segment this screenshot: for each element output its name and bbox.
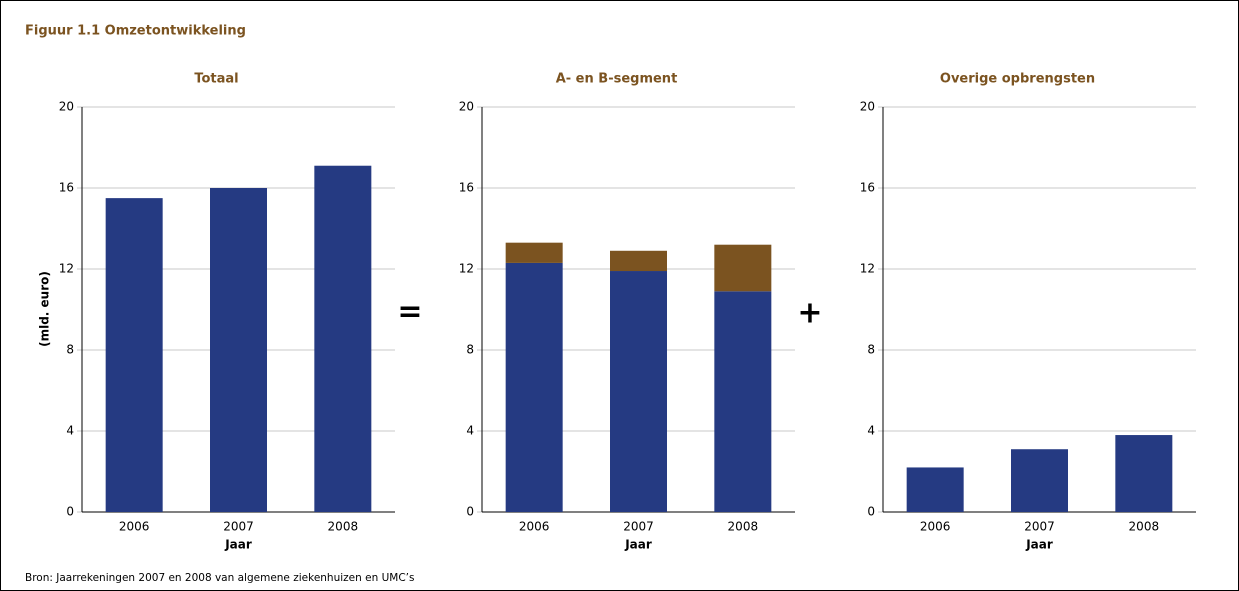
y-tick-label: 8	[466, 343, 474, 357]
bar	[105, 198, 163, 512]
bar-segment	[714, 244, 772, 292]
chart-title: Overige opbrengsten	[940, 72, 1095, 87]
x-tick-label: 2008	[328, 520, 359, 534]
y-tick-label: 12	[459, 262, 474, 276]
bar	[210, 188, 267, 512]
source-note: Bron: Jaarrekeningen 2007 en 2008 van al…	[25, 572, 414, 584]
operator: =	[397, 295, 422, 330]
y-tick-label: 8	[66, 343, 74, 357]
y-tick-label: 12	[59, 262, 74, 276]
y-tick-label: 8	[867, 343, 875, 357]
y-tick-label: 0	[466, 505, 474, 519]
chart-title: A- en B-segment	[556, 72, 678, 87]
x-tick-label: 2007	[223, 520, 254, 534]
chart-title: Totaal	[194, 72, 238, 87]
x-axis-label: Jaar	[224, 538, 252, 552]
bar-segment	[505, 262, 563, 512]
y-tick-label: 20	[59, 100, 74, 114]
y-tick-label: 0	[66, 505, 74, 519]
y-tick-label: 20	[860, 100, 875, 114]
y-tick-label: 0	[867, 505, 875, 519]
bar	[906, 467, 964, 512]
x-tick-label: 2008	[728, 520, 759, 534]
y-tick-label: 4	[867, 424, 875, 438]
bar-segment	[714, 291, 772, 512]
y-tick-label: 4	[466, 424, 474, 438]
bar-segment	[610, 250, 667, 272]
y-tick-label: 20	[459, 100, 474, 114]
x-tick-label: 2007	[1024, 520, 1055, 534]
bar	[1115, 435, 1173, 512]
x-tick-label: 2006	[519, 520, 550, 534]
x-tick-label: 2006	[920, 520, 951, 534]
y-tick-label: 16	[59, 181, 74, 195]
x-axis-label: Jaar	[624, 538, 652, 552]
bar-segment	[610, 271, 667, 512]
bar-segment	[505, 242, 563, 263]
y-tick-label: 16	[459, 181, 474, 195]
x-tick-label: 2007	[623, 520, 654, 534]
y-tick-label: 16	[860, 181, 875, 195]
y-axis-label: (mld. euro)	[38, 271, 52, 347]
bar	[314, 165, 372, 512]
figure-title: Figuur 1.1 Omzetontwikkeling	[25, 24, 246, 39]
operator: +	[797, 296, 822, 331]
x-axis-label: Jaar	[1025, 538, 1053, 552]
y-tick-label: 12	[860, 262, 875, 276]
bar	[1011, 449, 1068, 512]
x-tick-label: 2006	[119, 520, 150, 534]
y-tick-label: 4	[66, 424, 74, 438]
x-tick-label: 2008	[1129, 520, 1160, 534]
